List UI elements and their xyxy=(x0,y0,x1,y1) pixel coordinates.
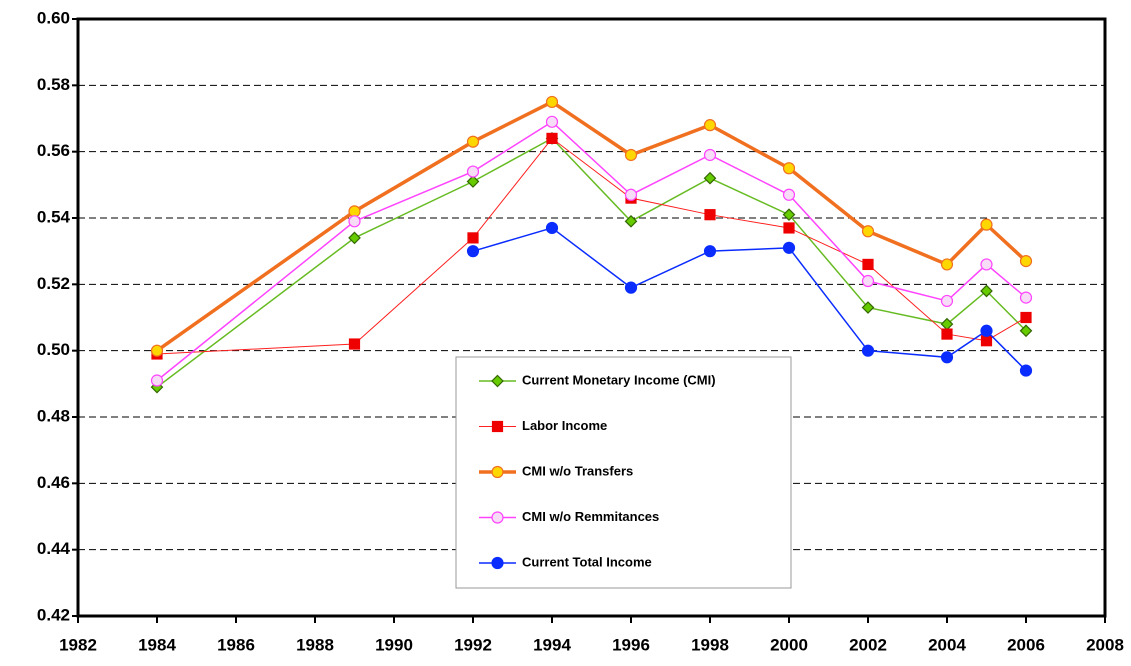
y-tick-label: 0.50 xyxy=(37,340,70,359)
x-tick-label: 1982 xyxy=(59,635,97,654)
legend-marker xyxy=(491,511,504,524)
x-tick-label: 2006 xyxy=(1007,635,1045,654)
y-tick-label: 0.52 xyxy=(37,274,70,293)
x-tick-label: 2002 xyxy=(849,635,887,654)
point xyxy=(862,258,874,271)
x-tick-label: 1986 xyxy=(217,635,255,654)
point xyxy=(1019,291,1033,304)
legend-marker xyxy=(491,420,504,433)
point xyxy=(624,188,638,201)
y-tick-label: 0.60 xyxy=(37,8,70,27)
point xyxy=(940,351,954,364)
y-tick-label: 0.44 xyxy=(37,539,71,558)
x-tick-label: 1996 xyxy=(612,635,650,654)
x-tick-label: 2004 xyxy=(928,635,966,654)
point xyxy=(624,281,638,294)
point xyxy=(348,215,361,228)
point xyxy=(782,208,796,222)
point xyxy=(980,258,993,271)
y-tick-label: 0.42 xyxy=(37,605,70,624)
point xyxy=(940,294,954,308)
point xyxy=(783,222,795,234)
y-tick-label: 0.54 xyxy=(37,207,71,226)
point xyxy=(348,231,361,245)
point xyxy=(1019,364,1033,377)
point xyxy=(1019,324,1033,338)
point xyxy=(980,218,993,231)
point xyxy=(545,95,559,109)
point xyxy=(545,115,559,128)
legend: Current Monetary Income (CMI) Labor Incom… xyxy=(455,356,792,589)
point xyxy=(980,324,993,337)
x-tick-label: 1988 xyxy=(296,635,334,654)
point xyxy=(703,245,717,258)
point xyxy=(782,162,796,175)
point xyxy=(466,135,480,148)
point xyxy=(782,241,796,254)
point xyxy=(861,301,875,314)
point xyxy=(467,232,479,244)
x-tick-label: 1992 xyxy=(454,635,492,654)
point xyxy=(980,284,993,298)
legend-marker xyxy=(491,465,504,479)
point xyxy=(782,188,796,201)
point xyxy=(1020,311,1032,324)
legend-label: Labor Income xyxy=(522,418,607,433)
y-tick-label: 0.58 xyxy=(37,75,70,94)
point xyxy=(941,328,953,340)
point xyxy=(704,209,716,221)
point xyxy=(703,119,717,132)
y-tick-label: 0.48 xyxy=(37,406,70,425)
x-tick-label: 1984 xyxy=(138,635,176,654)
legend-label: Current Monetary Income (CMI) xyxy=(522,372,716,387)
legend-marker xyxy=(491,374,504,388)
y-tick-label: 0.46 xyxy=(37,473,70,492)
x-tick-label: 2008 xyxy=(1086,635,1124,654)
x-tick-label: 1998 xyxy=(691,635,729,654)
point xyxy=(466,245,480,258)
legend-label: CMI w/o Remmitances xyxy=(522,509,659,524)
point xyxy=(861,274,875,288)
point xyxy=(703,148,717,162)
point xyxy=(703,171,717,185)
point xyxy=(980,335,993,347)
plot-frame xyxy=(76,17,1107,618)
point xyxy=(150,374,164,387)
point xyxy=(545,221,559,235)
point xyxy=(546,132,558,144)
point xyxy=(624,214,638,228)
point xyxy=(861,344,875,357)
y-tick-label: 0.56 xyxy=(37,141,70,160)
point xyxy=(624,148,638,162)
x-tick-label: 2000 xyxy=(770,635,808,654)
point xyxy=(940,258,954,271)
point xyxy=(1019,255,1033,268)
point xyxy=(861,225,875,238)
legend-label: Current Total Income xyxy=(522,554,652,569)
point xyxy=(150,344,164,357)
point xyxy=(466,175,480,188)
legend-marker xyxy=(491,556,504,570)
point xyxy=(348,338,361,350)
point xyxy=(466,165,480,178)
legend-label: CMI w/o Transfers xyxy=(522,463,633,478)
x-tick-label: 1990 xyxy=(375,635,413,654)
x-tick-label: 1994 xyxy=(533,635,571,654)
